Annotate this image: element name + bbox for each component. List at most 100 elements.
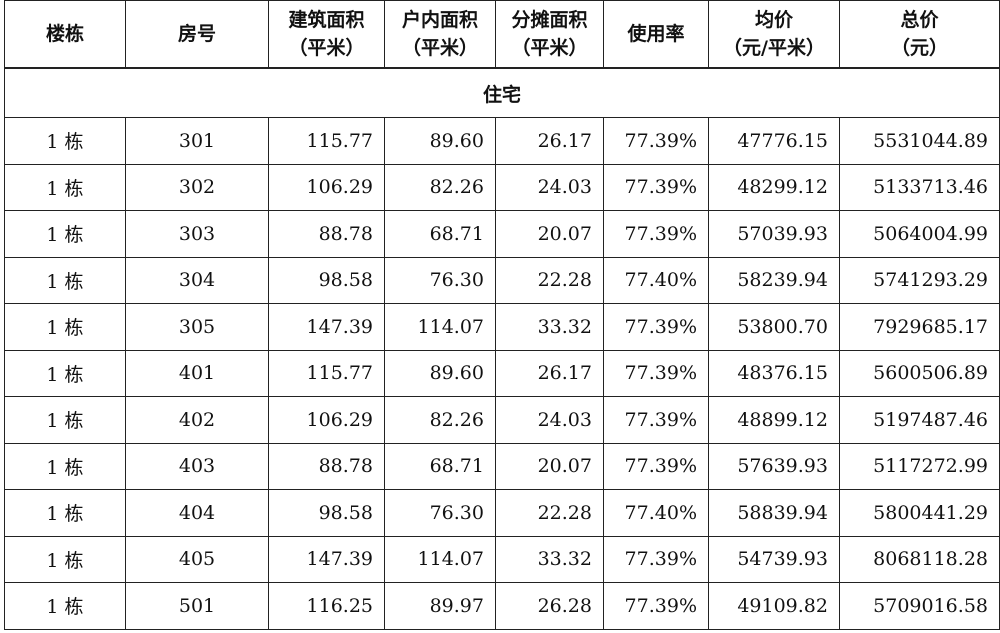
table-row: 1 栋 404 98.58 76.30 22.28 77.40% 58839.94 58004… xyxy=(4,489,1000,537)
cell-inner-area: 68.71 xyxy=(384,210,496,258)
cell-shared-area: 33.32 xyxy=(495,303,604,351)
cell-inner-area: 89.60 xyxy=(384,349,496,397)
header-total-price: 总价 （元） xyxy=(839,0,1000,69)
cell-shared-area: 22.28 xyxy=(495,489,604,537)
section-label: 住宅 xyxy=(4,67,1000,118)
cell-shared-area: 22.28 xyxy=(495,256,604,304)
cell-total-price: 5800441.29 xyxy=(839,489,1000,537)
cell-room: 405 xyxy=(125,535,269,583)
cell-building: 1 栋 xyxy=(4,582,126,630)
header-building: 楼栋 xyxy=(4,0,126,69)
cell-unit-price: 57039.93 xyxy=(708,210,840,258)
cell-gross-area: 147.39 xyxy=(268,303,385,351)
cell-inner-area: 89.97 xyxy=(384,582,496,630)
cell-inner-area: 82.26 xyxy=(384,396,496,444)
cell-usage-rate: 77.40% xyxy=(603,256,709,304)
table-row: 1 栋 501 116.25 89.97 26.28 77.39% 49109.82 5709… xyxy=(4,582,1000,630)
cell-room: 403 xyxy=(125,442,269,490)
header-inner-area: 户内面积 （平米） xyxy=(384,0,496,69)
cell-usage-rate: 77.39% xyxy=(603,303,709,351)
header-unit-price: 均价 （元/平米） xyxy=(708,0,840,69)
header-usage-rate: 使用率 xyxy=(603,0,709,69)
cell-inner-area: 76.30 xyxy=(384,489,496,537)
table-row: 1 栋 402 106.29 82.26 24.03 77.39% 48899.12 5197… xyxy=(4,396,1000,444)
cell-unit-price: 58839.94 xyxy=(708,489,840,537)
cell-unit-price: 53800.70 xyxy=(708,303,840,351)
cell-inner-area: 114.07 xyxy=(384,303,496,351)
cell-gross-area: 98.58 xyxy=(268,489,385,537)
cell-unit-price: 48376.15 xyxy=(708,349,840,397)
table-row: 1 栋 403 88.78 68.71 20.07 77.39% 57639.93 51172… xyxy=(4,442,1000,490)
cell-total-price: 5709016.58 xyxy=(839,582,1000,630)
cell-unit-price: 48899.12 xyxy=(708,396,840,444)
cell-usage-rate: 77.39% xyxy=(603,349,709,397)
cell-usage-rate: 77.39% xyxy=(603,535,709,583)
cell-inner-area: 89.60 xyxy=(384,117,496,165)
cell-building: 1 栋 xyxy=(4,396,126,444)
cell-room: 401 xyxy=(125,349,269,397)
cell-building: 1 栋 xyxy=(4,489,126,537)
cell-total-price: 7929685.17 xyxy=(839,303,1000,351)
cell-unit-price: 54739.93 xyxy=(708,535,840,583)
price-table: 楼栋 房号 建筑面积 （平米） 户内面积 （平米） 分摊面积 （平米） 使用率 均价（… xyxy=(4,0,1000,630)
cell-total-price: 5133713.46 xyxy=(839,163,1000,211)
table-row: 1 栋 303 88.78 68.71 20.07 77.39% 57039.93 50640… xyxy=(4,210,1000,258)
cell-total-price: 5600506.89 xyxy=(839,349,1000,397)
cell-building: 1 栋 xyxy=(4,163,126,211)
cell-gross-area: 88.78 xyxy=(268,210,385,258)
table-row: 1 栋 305 147.39 114.07 33.32 77.39% 53800.70 792… xyxy=(4,303,1000,351)
cell-building: 1 栋 xyxy=(4,535,126,583)
cell-total-price: 5064004.99 xyxy=(839,210,1000,258)
section-row: 住宅 xyxy=(4,67,1000,118)
cell-shared-area: 26.28 xyxy=(495,582,604,630)
table-row: 1 栋 405 147.39 114.07 33.32 77.39% 54739.93 806… xyxy=(4,535,1000,583)
cell-shared-area: 20.07 xyxy=(495,210,604,258)
cell-building: 1 栋 xyxy=(4,117,126,165)
header-row: 楼栋 房号 建筑面积 （平米） 户内面积 （平米） 分摊面积 （平米） 使用率 均价（… xyxy=(4,0,1000,69)
cell-building: 1 栋 xyxy=(4,303,126,351)
cell-building: 1 栋 xyxy=(4,349,126,397)
cell-total-price: 5531044.89 xyxy=(839,117,1000,165)
cell-shared-area: 33.32 xyxy=(495,535,604,583)
cell-gross-area: 115.77 xyxy=(268,117,385,165)
cell-usage-rate: 77.39% xyxy=(603,396,709,444)
cell-unit-price: 49109.82 xyxy=(708,582,840,630)
cell-building: 1 栋 xyxy=(4,442,126,490)
header-shared-area: 分摊面积 （平米） xyxy=(495,0,604,69)
cell-inner-area: 82.26 xyxy=(384,163,496,211)
cell-shared-area: 20.07 xyxy=(495,442,604,490)
cell-usage-rate: 77.39% xyxy=(603,163,709,211)
cell-room: 404 xyxy=(125,489,269,537)
cell-gross-area: 147.39 xyxy=(268,535,385,583)
header-gross-area: 建筑面积 （平米） xyxy=(268,0,385,69)
cell-building: 1 栋 xyxy=(4,210,126,258)
cell-inner-area: 76.30 xyxy=(384,256,496,304)
cell-shared-area: 26.17 xyxy=(495,117,604,165)
cell-inner-area: 68.71 xyxy=(384,442,496,490)
cell-gross-area: 106.29 xyxy=(268,396,385,444)
cell-room: 301 xyxy=(125,117,269,165)
table-row: 1 栋 301 115.77 89.60 26.17 77.39% 47776.15 5531… xyxy=(4,117,1000,165)
cell-total-price: 5741293.29 xyxy=(839,256,1000,304)
cell-unit-price: 48299.12 xyxy=(708,163,840,211)
table-row: 1 栋 304 98.58 76.30 22.28 77.40% 58239.94 57412… xyxy=(4,256,1000,304)
cell-unit-price: 57639.93 xyxy=(708,442,840,490)
cell-shared-area: 24.03 xyxy=(495,163,604,211)
header-room: 房号 xyxy=(125,0,269,69)
cell-room: 402 xyxy=(125,396,269,444)
cell-room: 501 xyxy=(125,582,269,630)
cell-shared-area: 24.03 xyxy=(495,396,604,444)
cell-gross-area: 115.77 xyxy=(268,349,385,397)
cell-usage-rate: 77.40% xyxy=(603,489,709,537)
table-row: 1 栋 401 115.77 89.60 26.17 77.39% 48376.15 5600… xyxy=(4,349,1000,397)
cell-usage-rate: 77.39% xyxy=(603,582,709,630)
cell-room: 302 xyxy=(125,163,269,211)
cell-unit-price: 47776.15 xyxy=(708,117,840,165)
cell-usage-rate: 77.39% xyxy=(603,442,709,490)
cell-gross-area: 98.58 xyxy=(268,256,385,304)
cell-room: 305 xyxy=(125,303,269,351)
cell-total-price: 5197487.46 xyxy=(839,396,1000,444)
cell-unit-price: 58239.94 xyxy=(708,256,840,304)
cell-building: 1 栋 xyxy=(4,256,126,304)
cell-usage-rate: 77.39% xyxy=(603,210,709,258)
